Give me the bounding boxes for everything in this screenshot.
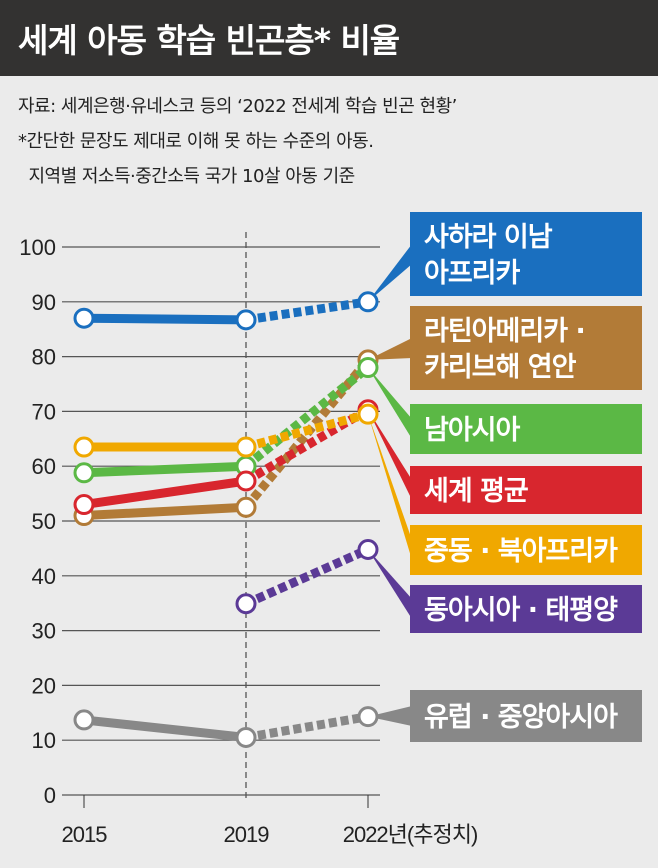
legend-pointer — [368, 244, 412, 302]
data-point — [73, 494, 95, 516]
data-point — [235, 496, 257, 518]
data-point — [357, 538, 379, 560]
y-tick-label: 0 — [44, 783, 56, 808]
data-point — [357, 403, 379, 425]
legend-box — [410, 585, 642, 633]
series-line-dashed — [245, 712, 369, 742]
chart-title: 세계 아동 학습 빈곤층* 비율 — [18, 21, 400, 60]
y-tick-label: 100 — [19, 235, 56, 260]
x-tick-label: 2022년(추정치) — [343, 822, 478, 847]
legend-label: 유럽 · 중앙아시아 — [424, 702, 618, 733]
y-tick-label: 60 — [32, 454, 56, 479]
data-point — [73, 462, 95, 484]
legend-label: 동아시아 · 태평양 — [424, 595, 618, 626]
data-point — [235, 726, 257, 748]
series-line-dashed — [243, 364, 371, 470]
y-tick-label: 20 — [32, 673, 56, 698]
legend-box — [410, 404, 642, 454]
legend-label: 라틴아메리카 · — [424, 316, 585, 347]
data-point — [73, 307, 95, 329]
series-line-solid — [83, 313, 247, 325]
legend-pointer — [368, 549, 412, 619]
data-point — [73, 709, 95, 731]
header-bar: 세계 아동 학습 빈곤층* 비율 — [0, 0, 658, 76]
legend-label: 카리브해 연안 — [424, 352, 577, 383]
y-tick-label: 90 — [32, 290, 56, 315]
legend-box — [410, 525, 642, 575]
series-line-solid — [83, 715, 247, 742]
y-tick-label: 80 — [32, 345, 56, 370]
legend-box — [410, 466, 642, 514]
data-point — [235, 593, 257, 615]
legend-box — [410, 212, 642, 296]
series-line-dashed — [244, 545, 370, 608]
data-point — [73, 436, 95, 458]
y-tick-label: 30 — [32, 619, 56, 644]
series-line-solid — [83, 476, 247, 510]
data-point — [235, 436, 257, 458]
y-tick-label: 40 — [32, 564, 56, 589]
x-tick-label: 2015 — [62, 822, 108, 847]
source-note: 자료: 세계은행·유네스코 등의 ‘2022 전세계 학습 빈곤 현황’ — [18, 96, 457, 117]
y-tick-label: 50 — [32, 509, 56, 534]
legend-box — [410, 306, 642, 390]
legend-box — [410, 690, 642, 742]
legend-pointer — [368, 706, 412, 726]
footnote: *간단한 문장도 제대로 이해 못 하는 수준의 아동. — [18, 131, 374, 152]
data-point — [357, 291, 379, 313]
x-tick-label: 2019 — [224, 822, 270, 847]
series-line-dashed — [242, 357, 372, 511]
data-point — [357, 357, 379, 379]
legend-label: 남아시아 — [424, 415, 521, 446]
y-tick-label: 10 — [32, 728, 56, 753]
legend-pointer — [368, 367, 412, 439]
data-point — [357, 706, 379, 728]
legend-label: 세계 평균 — [424, 476, 528, 507]
series-line-dashed — [245, 297, 369, 325]
legend-pointer — [368, 409, 412, 500]
series-line-dashed — [244, 409, 370, 452]
legend-pointer — [368, 338, 412, 360]
legend-label: 아프리카 — [424, 258, 521, 289]
y-tick-label: 70 — [32, 399, 56, 424]
series-line-solid — [83, 502, 247, 521]
data-point — [235, 470, 257, 492]
series-line-solid — [83, 461, 247, 478]
legend-pointer — [368, 414, 412, 560]
legend-label: 중동 · 북아프리카 — [424, 536, 618, 567]
data-point — [235, 309, 257, 331]
legend-label: 사하라 이남 — [424, 222, 553, 253]
footnote-2: 지역별 저소득·중간소득 국가 10살 아동 기준 — [18, 166, 355, 187]
